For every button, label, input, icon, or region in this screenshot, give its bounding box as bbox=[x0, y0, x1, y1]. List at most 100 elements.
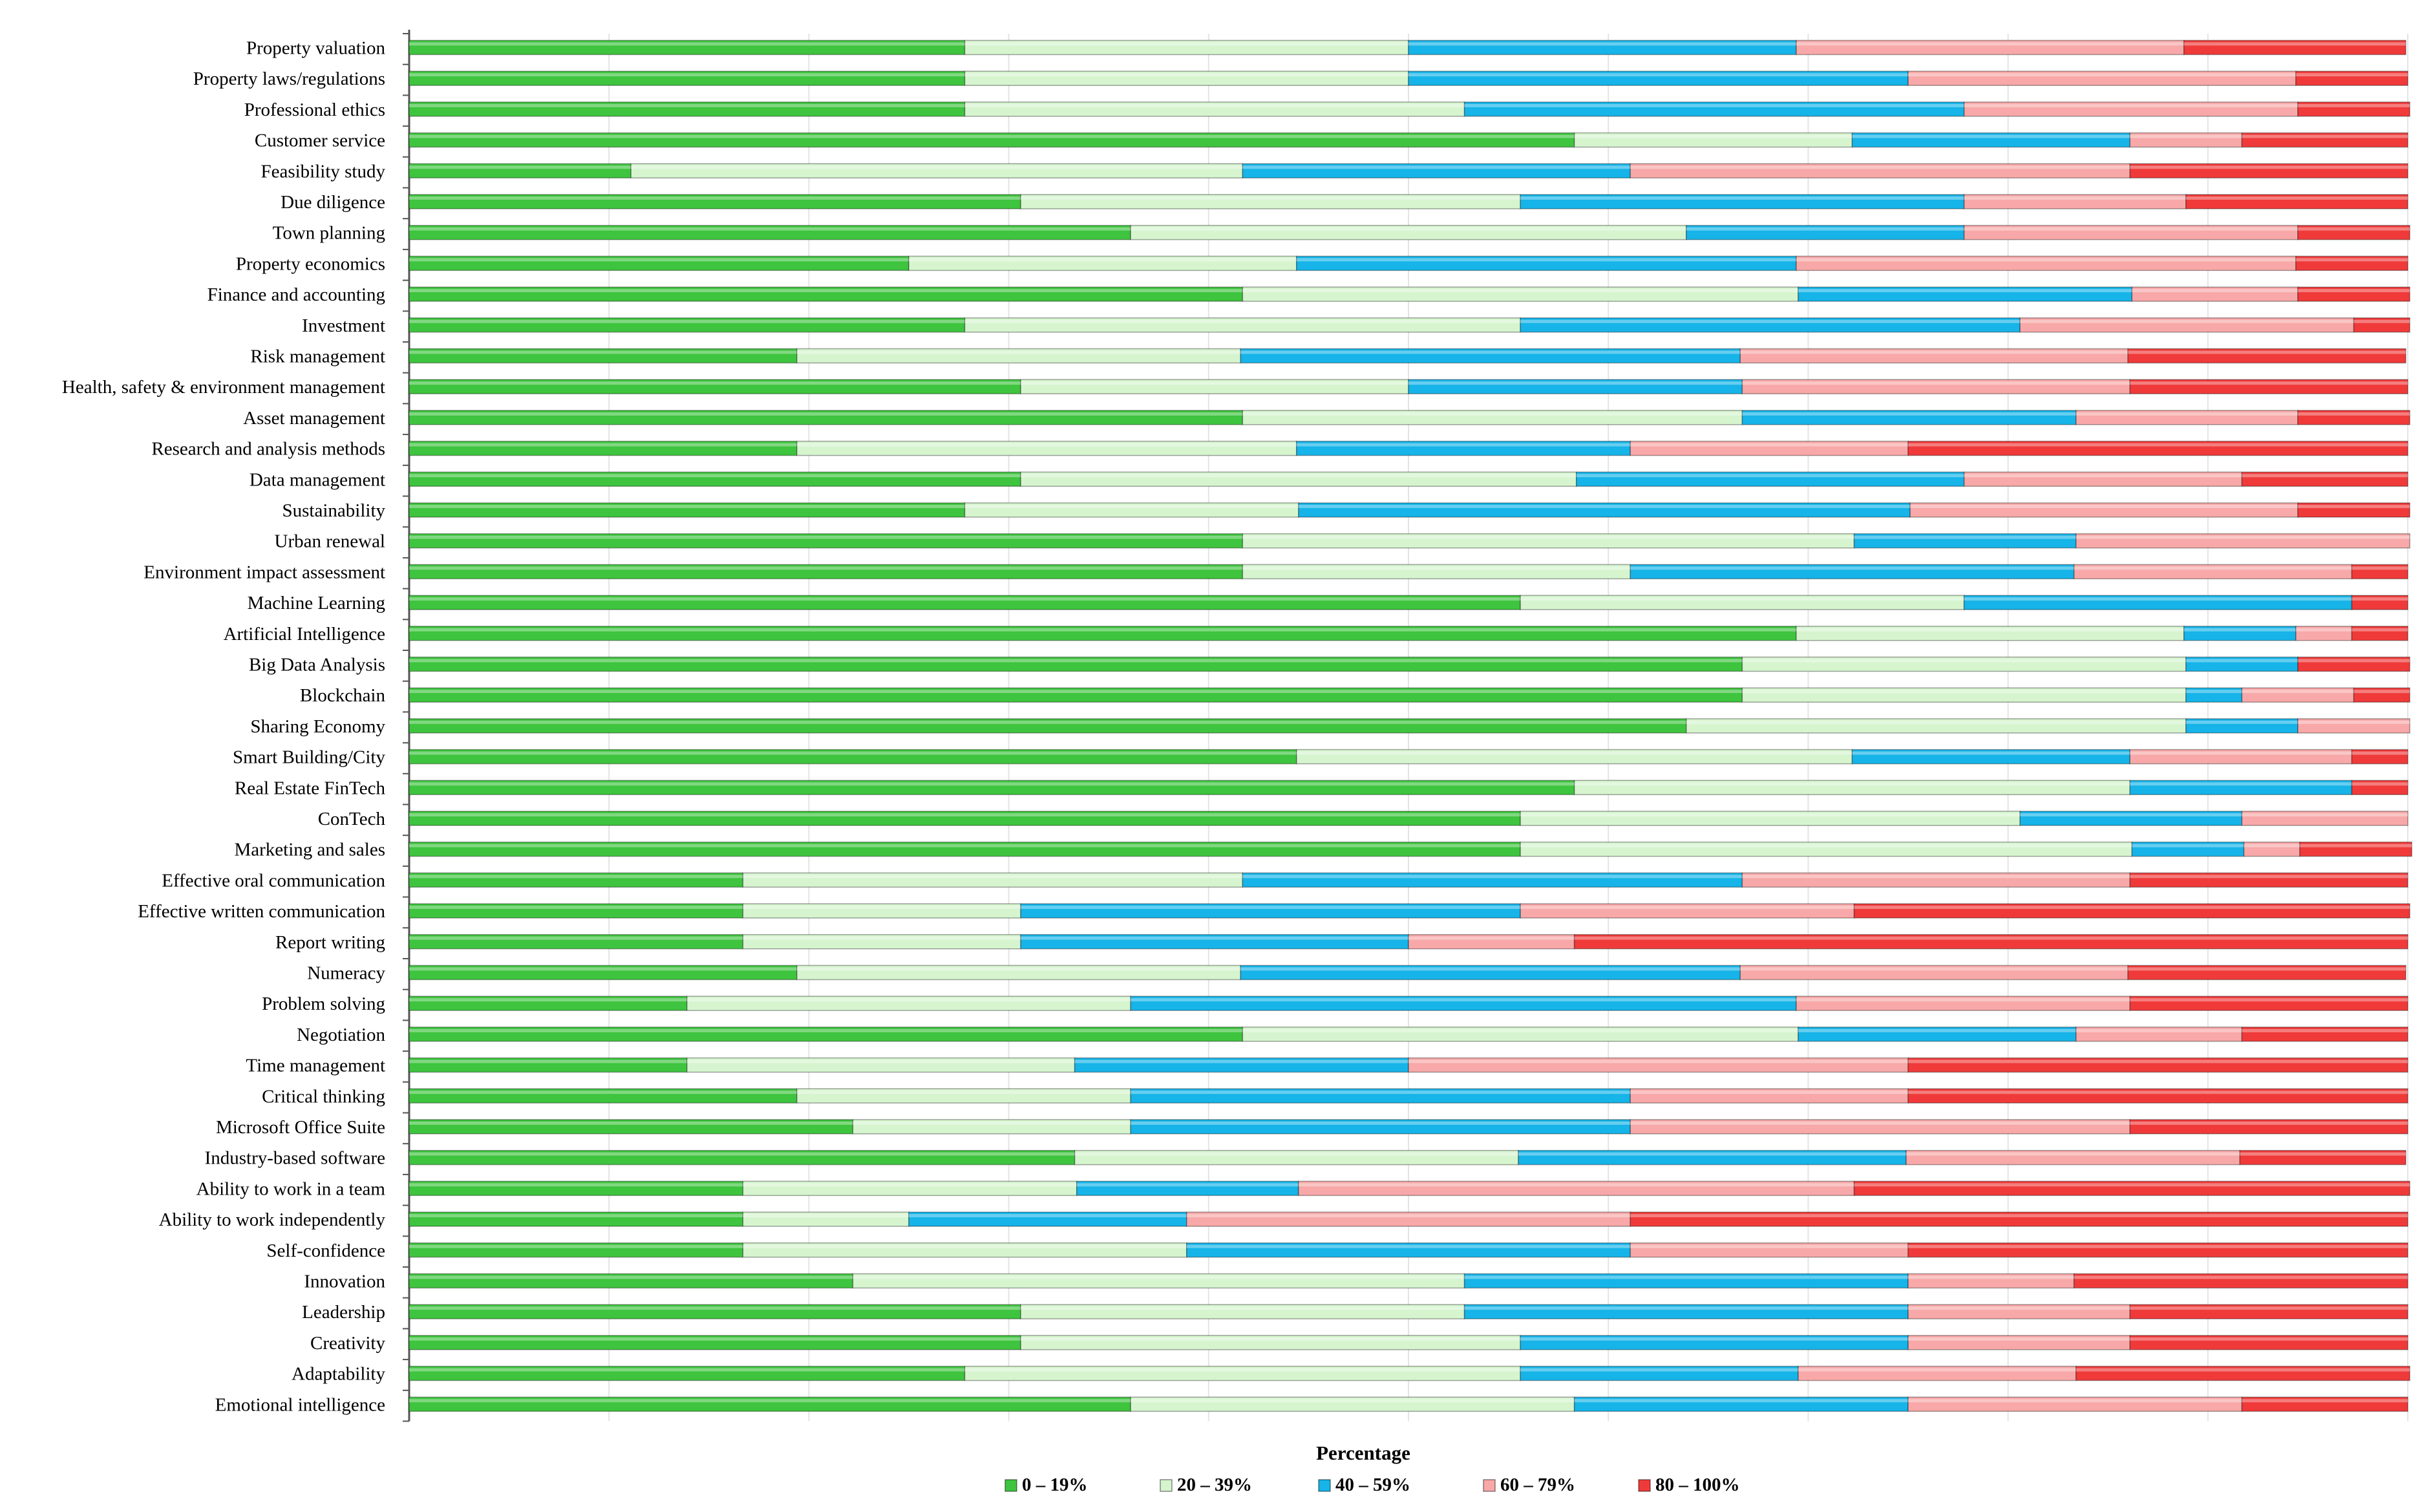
bar-segment-highlight bbox=[1520, 1368, 1798, 1372]
bar-segment-highlight bbox=[409, 751, 1297, 755]
bar-segment-highlight bbox=[1798, 289, 2132, 293]
category-axis bbox=[403, 30, 410, 1422]
bar-segment-highlight bbox=[2242, 813, 2408, 816]
bar-segment-highlight bbox=[409, 134, 1575, 138]
bar-segment-highlight bbox=[1021, 474, 1577, 478]
bar-segment-highlight bbox=[409, 504, 965, 508]
bar-segment-highlight bbox=[409, 1059, 687, 1063]
category-label: Emotional intelligence bbox=[215, 1394, 385, 1415]
bar-segment-highlight bbox=[1908, 1306, 2130, 1310]
category-label: Urban renewal bbox=[275, 531, 386, 552]
legend-swatch bbox=[1483, 1479, 1496, 1492]
bar-segment-highlight bbox=[1408, 936, 1575, 940]
legend-swatch bbox=[1318, 1479, 1331, 1492]
bar-segment bbox=[1853, 1180, 2410, 1197]
bar-segment-highlight bbox=[409, 1121, 853, 1125]
bar-segment bbox=[2351, 626, 2408, 641]
category-label: Blockchain bbox=[300, 685, 386, 706]
category-label: Critical thinking bbox=[262, 1086, 385, 1107]
bar-segment-highlight bbox=[2352, 782, 2408, 786]
category-label: Adaptability bbox=[292, 1364, 385, 1385]
category-label: Environment impact assessment bbox=[143, 562, 385, 582]
bar-segment-highlight bbox=[409, 1275, 853, 1279]
bar-segment-highlight bbox=[409, 967, 797, 971]
bar-segment-highlight bbox=[2130, 134, 2242, 138]
bar-segment-highlight bbox=[1021, 936, 1408, 940]
bar-segment bbox=[2295, 255, 2408, 272]
category-label: Property laws/regulations bbox=[193, 69, 385, 89]
bar-segment bbox=[1020, 1335, 1521, 1350]
category-label: Self-confidence bbox=[266, 1240, 385, 1261]
bar-segment bbox=[2295, 626, 2353, 641]
bar-segment-highlight bbox=[2020, 319, 2354, 323]
bar-segment-highlight bbox=[2352, 597, 2408, 601]
bars bbox=[409, 39, 2412, 1412]
category-label: Negotiation bbox=[297, 1025, 385, 1045]
bar-segment-highlight bbox=[2130, 1121, 2408, 1125]
bar-segment-highlight bbox=[409, 1244, 743, 1248]
bar-segment bbox=[2297, 502, 2410, 518]
bar-segment-highlight bbox=[409, 42, 965, 46]
bar-segment-highlight bbox=[409, 1337, 1021, 1341]
bar-segment-highlight bbox=[2130, 1306, 2408, 1310]
bar-segment bbox=[2129, 1119, 2408, 1134]
bar-segment-highlight bbox=[1964, 103, 2298, 107]
bar-segment bbox=[2129, 379, 2408, 394]
bar-segment bbox=[409, 317, 966, 333]
category-label: Leadership bbox=[302, 1302, 385, 1323]
bar-segment-highlight bbox=[1408, 73, 1908, 77]
bar-segment-highlight bbox=[2242, 1399, 2408, 1403]
bar-segment-highlight bbox=[409, 1399, 1131, 1403]
bar-segment-highlight bbox=[1574, 936, 2408, 940]
bar-segment-highlight bbox=[2242, 474, 2408, 478]
bar-segment-highlight bbox=[2352, 628, 2408, 632]
category-label: Effective oral communication bbox=[162, 870, 385, 891]
bar-segment-highlight bbox=[2185, 690, 2242, 694]
category-label: Creativity bbox=[310, 1333, 385, 1354]
bar-segment-highlight bbox=[409, 443, 797, 447]
bar-segment-highlight bbox=[2295, 73, 2408, 77]
bar-segment bbox=[409, 841, 1521, 857]
bar-segment-highlight bbox=[409, 227, 1131, 231]
bar-segment-highlight bbox=[2353, 319, 2410, 323]
bar-segment bbox=[2297, 718, 2410, 734]
bar-segment bbox=[1796, 39, 2185, 56]
bar-segment-highlight bbox=[1630, 443, 1908, 447]
bar-segment-highlight bbox=[1852, 751, 2130, 755]
legend-label: 40 – 59% bbox=[1335, 1475, 1410, 1495]
bar-segment bbox=[2129, 749, 2353, 765]
bar-segment-highlight bbox=[2128, 350, 2406, 354]
bar-segment-highlight bbox=[409, 628, 1796, 632]
bar-segment-highlight bbox=[409, 319, 965, 323]
category-label: Time management bbox=[246, 1056, 385, 1076]
legend-label: 60 – 79% bbox=[1500, 1475, 1575, 1495]
bar-segment-highlight bbox=[1131, 227, 1686, 231]
bar-segment-highlight bbox=[1074, 1059, 1408, 1063]
bar-segment-highlight bbox=[2297, 504, 2410, 508]
bar-segment-highlight bbox=[1021, 196, 1521, 200]
bar-segment bbox=[1963, 194, 2187, 209]
bar-segment bbox=[409, 70, 966, 86]
bar-segment-highlight bbox=[409, 412, 1243, 416]
bar-segment-highlight bbox=[1964, 227, 2298, 231]
bar-segment-highlight bbox=[1798, 1368, 2076, 1372]
bar-segment bbox=[2129, 872, 2408, 888]
category-label: Artificial Intelligence bbox=[224, 624, 385, 644]
bar-segment-highlight bbox=[2297, 103, 2410, 107]
bar-segment-highlight bbox=[1742, 875, 2130, 878]
bar-segment-highlight bbox=[2242, 690, 2354, 694]
bar-segment bbox=[409, 101, 966, 117]
bar-segment bbox=[2241, 811, 2408, 826]
bar-segment-highlight bbox=[1464, 1306, 1908, 1310]
bar-segment-highlight bbox=[1408, 381, 1743, 385]
bar-segment-highlight bbox=[743, 1183, 1077, 1187]
bar-segment-highlight bbox=[2297, 289, 2410, 293]
category-label: Professional ethics bbox=[244, 100, 385, 120]
bar-segment-highlight bbox=[1021, 381, 1408, 385]
bar-segment-highlight bbox=[2352, 566, 2408, 570]
bar-segment-highlight bbox=[1131, 1399, 1575, 1403]
bar-segment-highlight bbox=[1910, 504, 2298, 508]
bar-segment-highlight bbox=[1908, 1091, 2408, 1094]
bar-segment-highlight bbox=[409, 998, 687, 1002]
bar-segment-highlight bbox=[1630, 1214, 2408, 1218]
